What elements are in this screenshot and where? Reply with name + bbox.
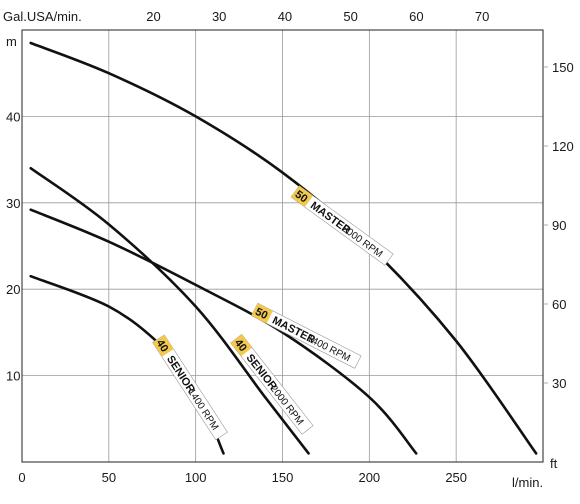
grid	[22, 30, 543, 462]
x-tick-label: 0	[18, 470, 25, 485]
x-tick-label: 200	[358, 470, 380, 485]
model-badge	[230, 334, 253, 357]
x2-tick-label: 20	[146, 9, 160, 24]
x-tick-label: 50	[102, 470, 116, 485]
y2-tick-label: 120	[552, 139, 574, 154]
curve-40-senior-2000	[29, 166, 310, 455]
curve-50-master-1400	[29, 208, 418, 455]
y2-axis-label: ft	[550, 456, 558, 471]
model-number: 50	[293, 189, 310, 206]
x-tick-label: 250	[445, 470, 467, 485]
x-axis-label: l/min.	[512, 475, 543, 490]
x2-tick-label: 70	[475, 9, 489, 24]
x2-tick-label: 40	[278, 9, 292, 24]
x2-tick-label: 60	[409, 9, 423, 24]
curves	[29, 41, 538, 455]
model-number: 40	[154, 338, 171, 355]
x2-tick-label: 30	[212, 9, 226, 24]
x-tick-label: 100	[185, 470, 207, 485]
plot-frame	[21, 29, 544, 463]
y2-tick-label: 150	[552, 60, 574, 75]
model-badge	[152, 334, 174, 357]
y2-tick-label: 30	[552, 376, 566, 391]
model-badge	[291, 185, 314, 208]
x2-tick-label: 50	[343, 9, 357, 24]
y2-tick-label: 60	[552, 297, 566, 312]
y-tick-label: 20	[6, 282, 20, 297]
model-number: 50	[253, 306, 269, 322]
y-tick-label: 40	[6, 109, 20, 124]
rpm-label: 2000 RPM	[268, 383, 306, 427]
y-axis-label: m	[6, 34, 17, 49]
x-tick-label: 150	[272, 470, 294, 485]
y-tick-label: 30	[6, 196, 20, 211]
x2-axis-label: Gal.USA/min.	[3, 9, 82, 24]
curve-40-senior-1400	[29, 274, 225, 455]
rpm-label: 2000 RPM	[340, 223, 385, 260]
model-badge	[251, 303, 273, 324]
y-tick-label: 10	[6, 369, 20, 384]
y2-tick-label: 90	[552, 218, 566, 233]
curve-50-master-2000	[29, 41, 538, 455]
model-number: 40	[232, 337, 249, 354]
curve-label-box	[230, 333, 314, 435]
